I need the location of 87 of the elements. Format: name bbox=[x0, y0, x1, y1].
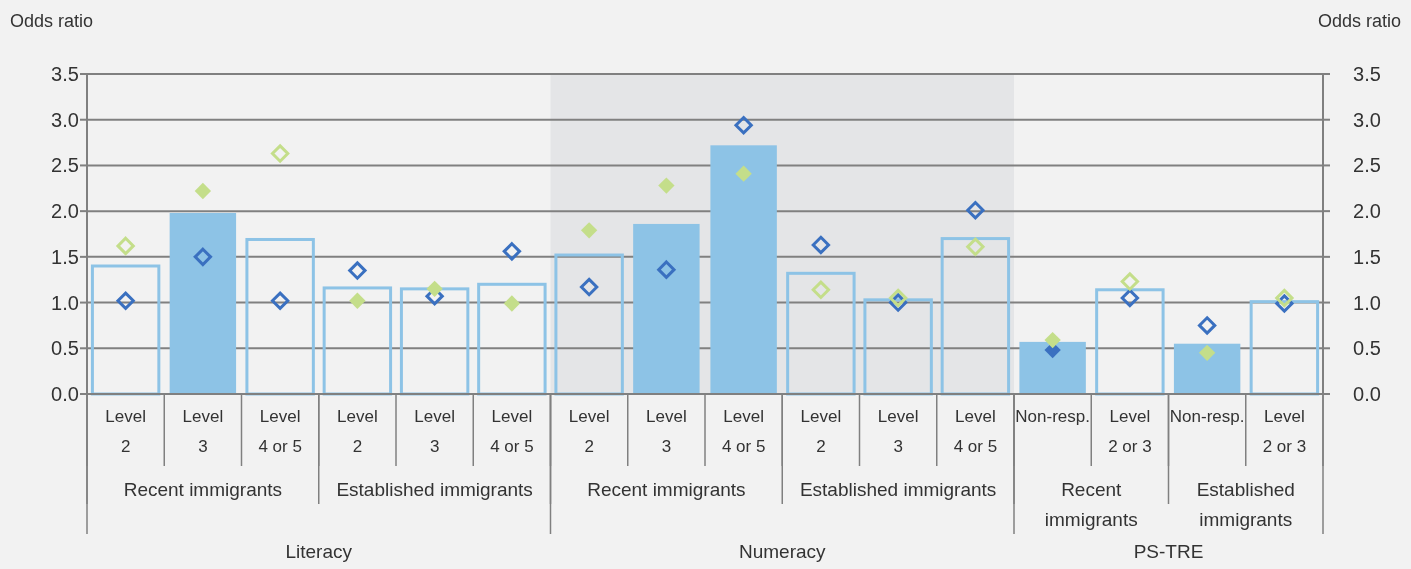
x-tick-label: Level 4 or 5 bbox=[258, 407, 302, 456]
bar bbox=[1249, 300, 1320, 396]
bar bbox=[633, 223, 700, 394]
y-tick-label: 3.5 bbox=[51, 63, 79, 85]
x-tick-label: Level 3 bbox=[414, 407, 455, 456]
point bbox=[502, 242, 522, 261]
bar bbox=[1173, 343, 1241, 394]
bar bbox=[863, 298, 933, 396]
text: Recent immigrants bbox=[123, 479, 283, 500]
x-tick-label: Level 2 or 3 bbox=[1108, 407, 1152, 456]
point bbox=[193, 247, 213, 267]
x-tick-label: Level 4 or 5 bbox=[721, 407, 766, 456]
x-tick-label: Level 2 or 3 bbox=[1262, 407, 1307, 456]
x-tick-label: Level 2 bbox=[105, 407, 146, 456]
point bbox=[658, 177, 675, 194]
point bbox=[1275, 288, 1294, 308]
bar bbox=[940, 237, 1011, 396]
y-tick-label: 2.0 bbox=[51, 200, 79, 223]
point bbox=[116, 291, 135, 310]
text: PS-TRE bbox=[1133, 541, 1204, 562]
bar bbox=[399, 287, 470, 396]
point bbox=[1044, 331, 1061, 349]
x-tick-label: Non-resp. bbox=[1169, 407, 1245, 426]
x-tick-label: Non-resp. bbox=[1015, 407, 1090, 426]
y-tick-label: 1.5 bbox=[51, 245, 79, 268]
bar bbox=[554, 253, 624, 396]
y2-tick-label: 3.0 bbox=[1353, 108, 1381, 131]
y-tick-label: 2.5 bbox=[51, 154, 79, 177]
point bbox=[888, 288, 908, 308]
point bbox=[811, 235, 831, 255]
x-tick-label: Level 3 bbox=[182, 407, 224, 456]
text: Numeracy bbox=[738, 541, 827, 562]
text: Established immigrants bbox=[799, 479, 997, 500]
bar bbox=[322, 286, 393, 396]
x-tick-label: Level 4 or 5 bbox=[490, 407, 534, 456]
bar bbox=[90, 264, 161, 396]
point bbox=[734, 116, 753, 135]
point bbox=[116, 236, 135, 256]
x-tick-label: Level 2 bbox=[337, 407, 378, 456]
x-tick-label: Level 4 or 5 bbox=[953, 407, 998, 456]
y-tick-label: 0.0 bbox=[51, 383, 79, 405]
y-tick-label: 3.0 bbox=[51, 108, 79, 131]
point bbox=[580, 222, 598, 239]
x-tick-label: Level 3 bbox=[877, 407, 919, 456]
text: Established immigrants bbox=[1196, 479, 1295, 530]
y2-tick-label: 2.5 bbox=[1353, 154, 1381, 177]
point bbox=[966, 237, 985, 256]
text: Recent immigrants bbox=[587, 479, 746, 500]
y2-tick-label: 0.5 bbox=[1353, 337, 1381, 360]
y2-tick-label: 2.0 bbox=[1353, 200, 1381, 223]
y-tick-label: 0.5 bbox=[51, 337, 79, 360]
point bbox=[1120, 288, 1140, 308]
y2-tick-label: 3.5 bbox=[1353, 63, 1381, 85]
bar bbox=[477, 282, 547, 396]
point bbox=[194, 182, 212, 200]
y2-tick-label: 1.0 bbox=[1353, 291, 1381, 314]
point bbox=[579, 277, 599, 297]
x-tick-label: Level 3 bbox=[646, 407, 687, 456]
point bbox=[966, 201, 985, 220]
point bbox=[1198, 344, 1216, 362]
point bbox=[349, 292, 366, 309]
point bbox=[426, 280, 443, 298]
bar bbox=[245, 237, 315, 396]
bar bbox=[169, 212, 237, 394]
point bbox=[270, 144, 290, 163]
text: Literacy bbox=[285, 541, 353, 562]
x-tick-label: Level 2 bbox=[800, 407, 842, 456]
point bbox=[270, 291, 290, 310]
y2-tick-label: 0.0 bbox=[1353, 383, 1381, 405]
point bbox=[348, 261, 367, 280]
point bbox=[1120, 272, 1140, 291]
y-axis-title: Odds ratio bbox=[10, 11, 94, 31]
bar bbox=[710, 145, 777, 394]
bar bbox=[1019, 341, 1086, 394]
text: Recent immigrants bbox=[1044, 479, 1138, 530]
point bbox=[1197, 316, 1217, 335]
bar bbox=[786, 271, 856, 396]
point bbox=[735, 165, 752, 182]
y2-tick-label: 1.5 bbox=[1353, 245, 1381, 268]
x-tick-label: Level 2 bbox=[568, 407, 610, 456]
y2-axis-title: Odds ratio bbox=[1317, 11, 1401, 31]
bar bbox=[1095, 288, 1165, 396]
text: Established immigrants bbox=[336, 479, 533, 500]
point bbox=[657, 260, 676, 279]
point bbox=[503, 295, 521, 312]
y-tick-label: 1.0 bbox=[51, 291, 79, 314]
point bbox=[811, 280, 831, 299]
